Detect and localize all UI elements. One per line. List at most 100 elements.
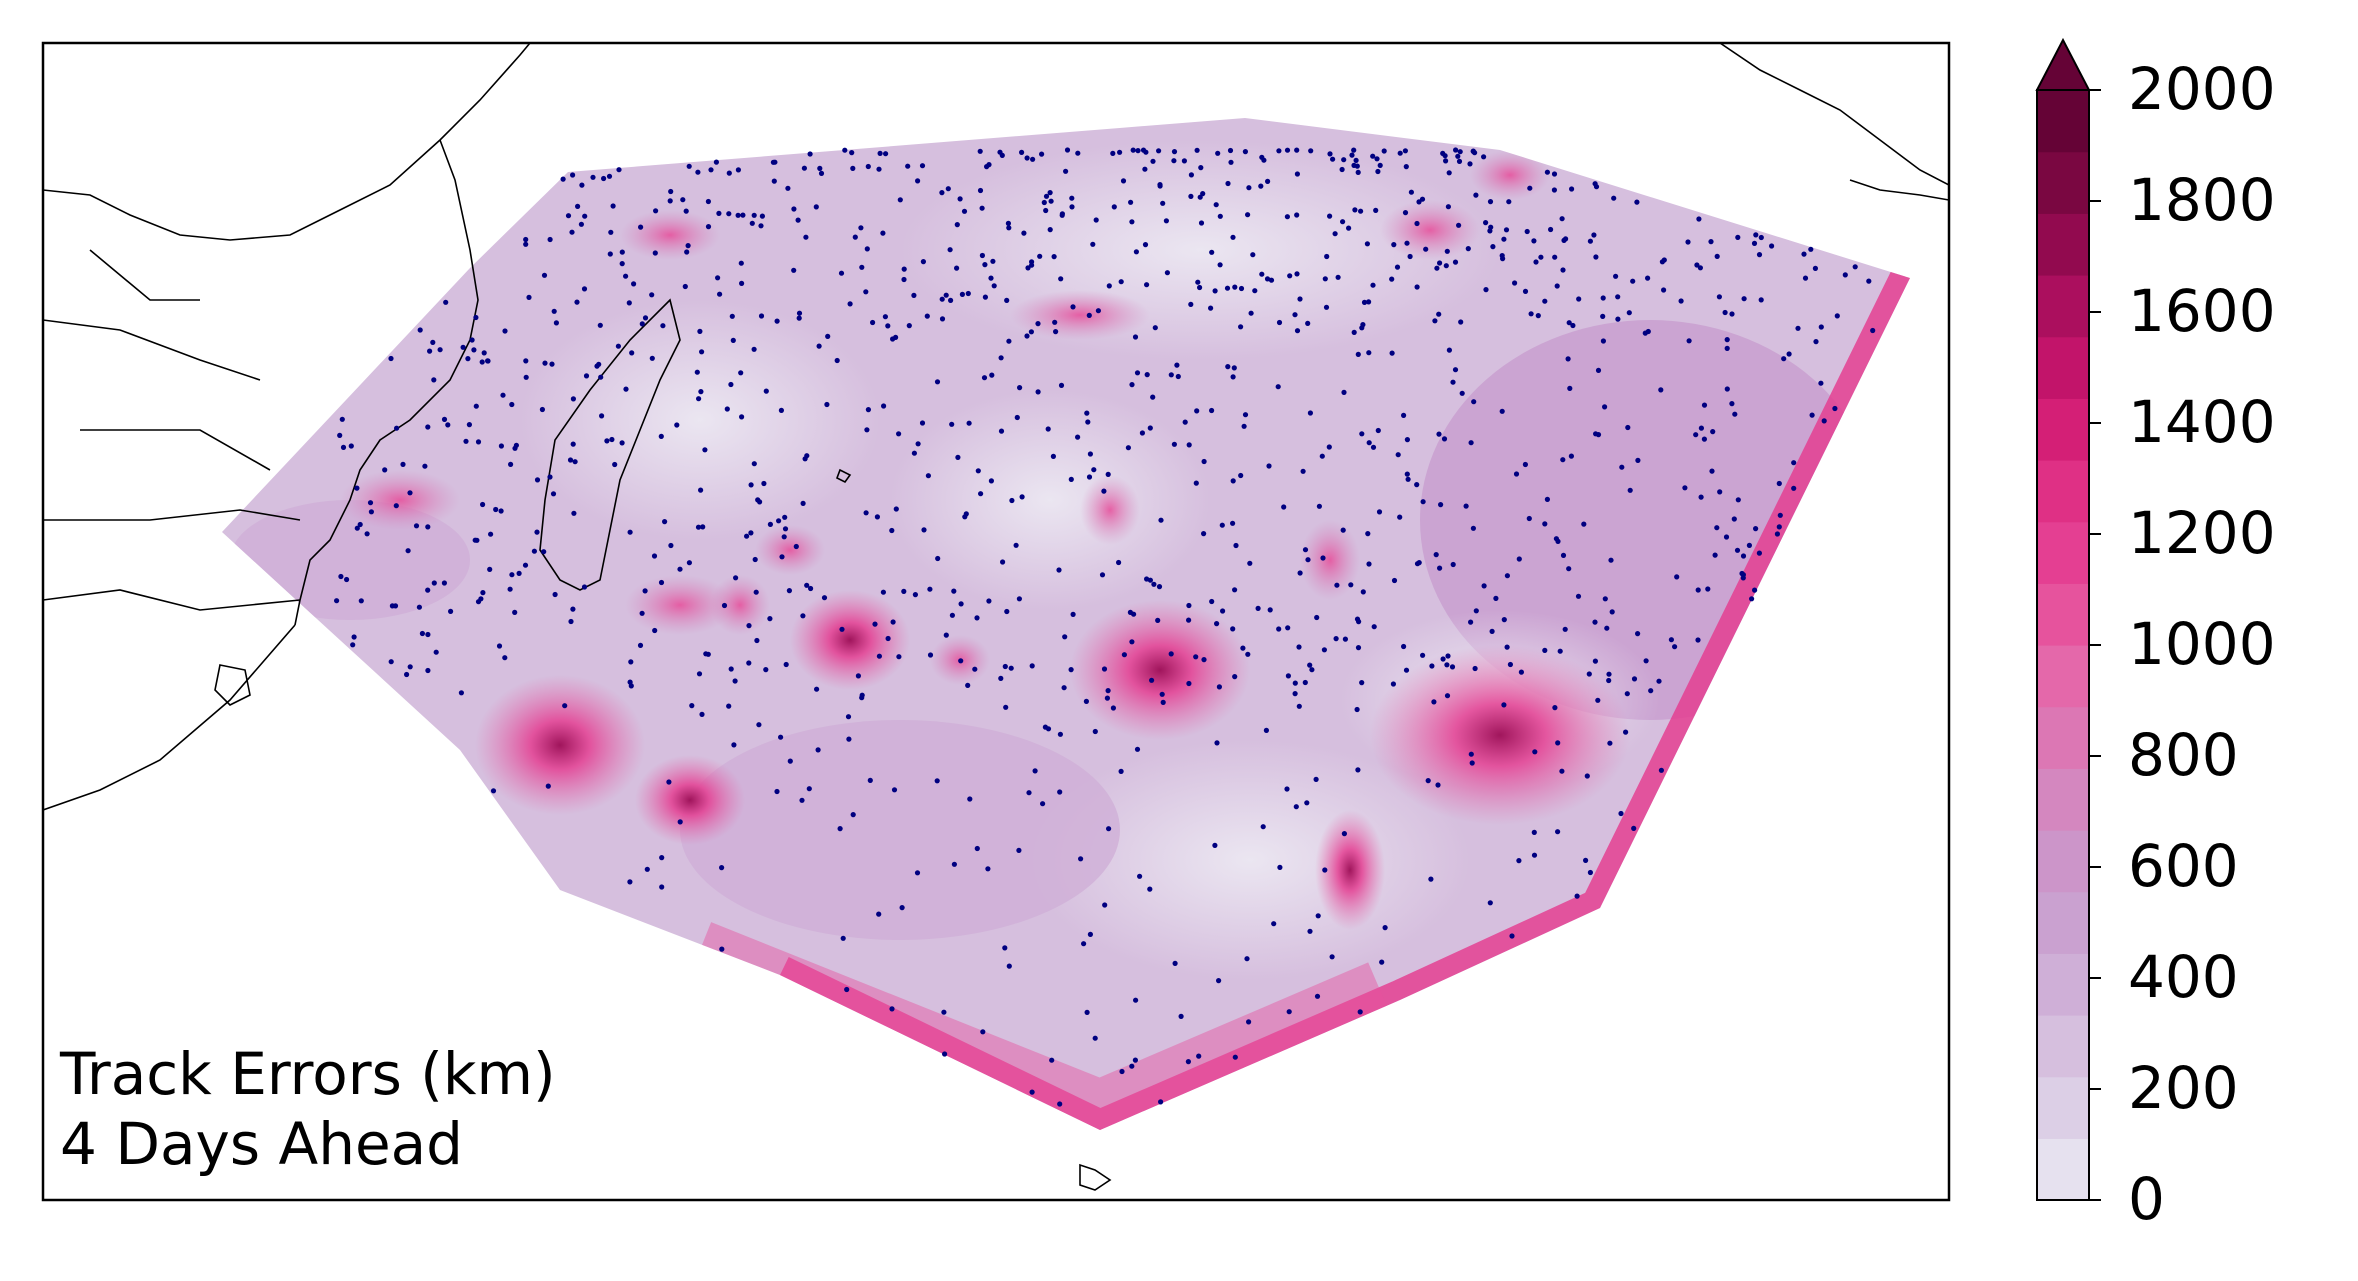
track-point — [1150, 158, 1156, 164]
track-point — [1441, 436, 1448, 442]
track-point — [1047, 227, 1053, 233]
track-point — [1375, 427, 1381, 434]
track-point — [1531, 829, 1537, 836]
colorbar-tick-label: 1600 — [2128, 277, 2276, 345]
track-point — [1059, 212, 1065, 218]
track-point — [1275, 384, 1281, 390]
track-point — [767, 616, 773, 622]
track-point — [870, 319, 876, 326]
track-point — [1456, 158, 1463, 164]
track-point — [562, 703, 568, 709]
track-point — [1777, 512, 1783, 518]
colorbar-tick-label: 200 — [2128, 1054, 2239, 1122]
track-point — [1584, 773, 1590, 779]
track-point — [1471, 399, 1477, 405]
track-point — [799, 797, 805, 803]
track-point — [534, 529, 540, 535]
track-point — [972, 666, 978, 672]
track-point — [989, 372, 995, 378]
track-point — [1196, 1053, 1202, 1059]
track-point — [1171, 149, 1178, 155]
track-point — [649, 292, 655, 298]
track-point — [885, 323, 891, 329]
track-point — [825, 333, 831, 339]
track-point — [1260, 824, 1266, 830]
track-point — [754, 637, 760, 644]
track-point — [364, 531, 370, 537]
track-point — [1158, 1099, 1164, 1105]
track-point — [1129, 639, 1135, 645]
track-point — [1698, 425, 1704, 431]
track-point — [683, 208, 689, 214]
track-point — [1024, 333, 1030, 339]
track-point — [337, 432, 343, 438]
track-point — [1240, 645, 1246, 651]
track-point — [1168, 372, 1174, 378]
track-point — [472, 537, 478, 543]
track-point — [1509, 933, 1515, 939]
track-point — [1069, 204, 1075, 210]
track-point — [1158, 517, 1164, 523]
track-point — [1186, 617, 1192, 623]
track-point — [433, 649, 439, 655]
track-point — [1144, 282, 1150, 288]
track-point — [1606, 677, 1612, 684]
track-point — [1327, 213, 1333, 219]
track-point — [719, 865, 725, 871]
track-point — [404, 671, 410, 678]
track-point — [795, 217, 801, 223]
track-point — [1570, 322, 1576, 329]
track-point — [1058, 382, 1065, 388]
track-point — [574, 299, 580, 305]
track-point — [1292, 691, 1298, 697]
track-point — [1197, 284, 1203, 291]
track-point — [1414, 482, 1420, 488]
track-point — [1542, 521, 1548, 527]
track-point — [1053, 329, 1059, 335]
track-point — [431, 580, 437, 586]
track-point — [919, 420, 926, 426]
track-point — [1087, 451, 1093, 457]
track-point — [1774, 531, 1780, 537]
track-point — [1045, 426, 1051, 432]
track-point — [1002, 945, 1008, 951]
track-point — [1009, 497, 1015, 504]
track-point — [1070, 611, 1076, 618]
track-point — [615, 343, 622, 349]
track-point — [1340, 219, 1346, 225]
small-island-south — [1079, 1163, 1112, 1191]
track-point — [694, 369, 700, 375]
track-point — [1186, 602, 1192, 609]
track-point — [1377, 162, 1383, 168]
track-point — [1473, 608, 1479, 614]
track-point — [1116, 559, 1122, 566]
track-point — [738, 260, 744, 266]
track-point — [1697, 265, 1703, 271]
track-point — [1228, 159, 1234, 165]
track-point — [1544, 169, 1550, 175]
track-point — [1352, 207, 1358, 213]
track-point — [1241, 423, 1247, 429]
track-point — [1171, 158, 1177, 164]
track-point — [570, 396, 577, 402]
track-point — [696, 671, 703, 677]
track-point — [427, 348, 433, 354]
track-point — [1370, 282, 1376, 288]
track-point — [716, 210, 722, 216]
track-point — [1586, 671, 1592, 677]
track-point — [1070, 304, 1076, 310]
track-point — [1685, 239, 1691, 245]
track-point — [609, 436, 615, 443]
track-point — [394, 425, 400, 431]
track-point — [531, 548, 538, 554]
track-point — [1106, 283, 1112, 289]
track-point — [1373, 207, 1379, 213]
track-point — [1129, 219, 1135, 225]
track-point — [1068, 667, 1074, 673]
track-point — [925, 473, 932, 479]
track-point — [338, 573, 344, 580]
track-point — [1576, 296, 1582, 302]
track-point — [1219, 522, 1225, 528]
track-point — [1029, 663, 1035, 669]
track-point — [1645, 275, 1651, 281]
